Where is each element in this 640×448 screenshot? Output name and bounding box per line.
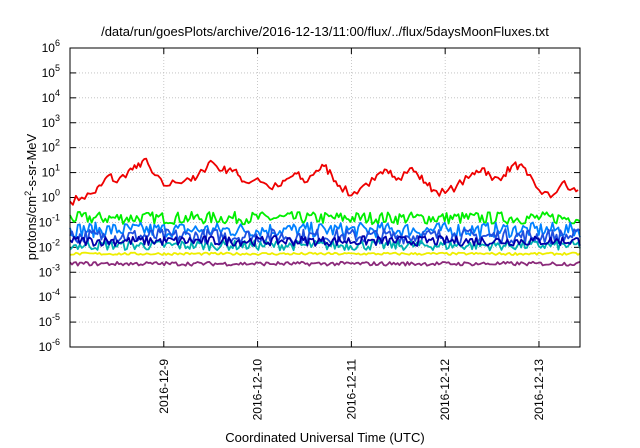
x-tick-labels: 2016-12-9 2016-12-10 2016-12-11 2016-12-12 2… <box>157 359 546 421</box>
x-axis-label: Coordinated Universal Time (UTC) <box>225 430 424 445</box>
y-tick-label: 10-1 <box>39 212 60 229</box>
x-tick-label: 2016-12-11 <box>344 359 358 420</box>
plot-frame <box>69 47 581 348</box>
y-tick-label: 100 <box>42 188 60 205</box>
x-tick-label: 2016-12-13 <box>532 359 546 421</box>
y-axis-label-pre: protons/cm <box>24 196 39 260</box>
y-tick-label: 104 <box>42 88 60 105</box>
chart-title: /data/run/goesPlots/archive/2016-12-13/1… <box>101 24 549 39</box>
series-line-1 <box>69 157 579 206</box>
x-tick-label: 2016-12-9 <box>157 359 171 414</box>
series-line-3 <box>69 221 581 239</box>
y-tick-label: 102 <box>42 138 60 155</box>
y-axis-label: protons/cm2-s-sr-MeV <box>23 133 39 260</box>
y-tick-label: 103 <box>42 113 60 130</box>
y-tick-label: 106 <box>42 38 60 55</box>
series-line-2 <box>69 210 581 226</box>
y-tick-label: 10-6 <box>39 337 60 354</box>
y-tick-labels: 106 105 104 103 102 101 100 10-1 10-2 10-3 10-4 10-… <box>39 38 60 354</box>
y-axis-label-sup: 2 <box>23 191 33 196</box>
x-tick-label: 2016-12-12 <box>438 359 452 421</box>
series-lines <box>69 157 581 267</box>
y-tick-label: 101 <box>42 163 60 180</box>
x-tick-label: 2016-12-10 <box>251 359 265 421</box>
y-tick-label: 10-5 <box>39 312 60 329</box>
series-line-8 <box>69 260 581 267</box>
series-line-7 <box>69 251 581 256</box>
y-tick-label: 10-4 <box>39 287 60 304</box>
grid <box>70 47 580 348</box>
y-tick-label: 10-3 <box>39 262 60 279</box>
y-tick-label: 10-2 <box>39 237 60 254</box>
y-tick-label: 105 <box>42 63 60 80</box>
y-axis-label-post: -s-sr-MeV <box>24 133 39 190</box>
series-line-6 <box>69 235 581 247</box>
series-line-4 <box>69 228 581 245</box>
